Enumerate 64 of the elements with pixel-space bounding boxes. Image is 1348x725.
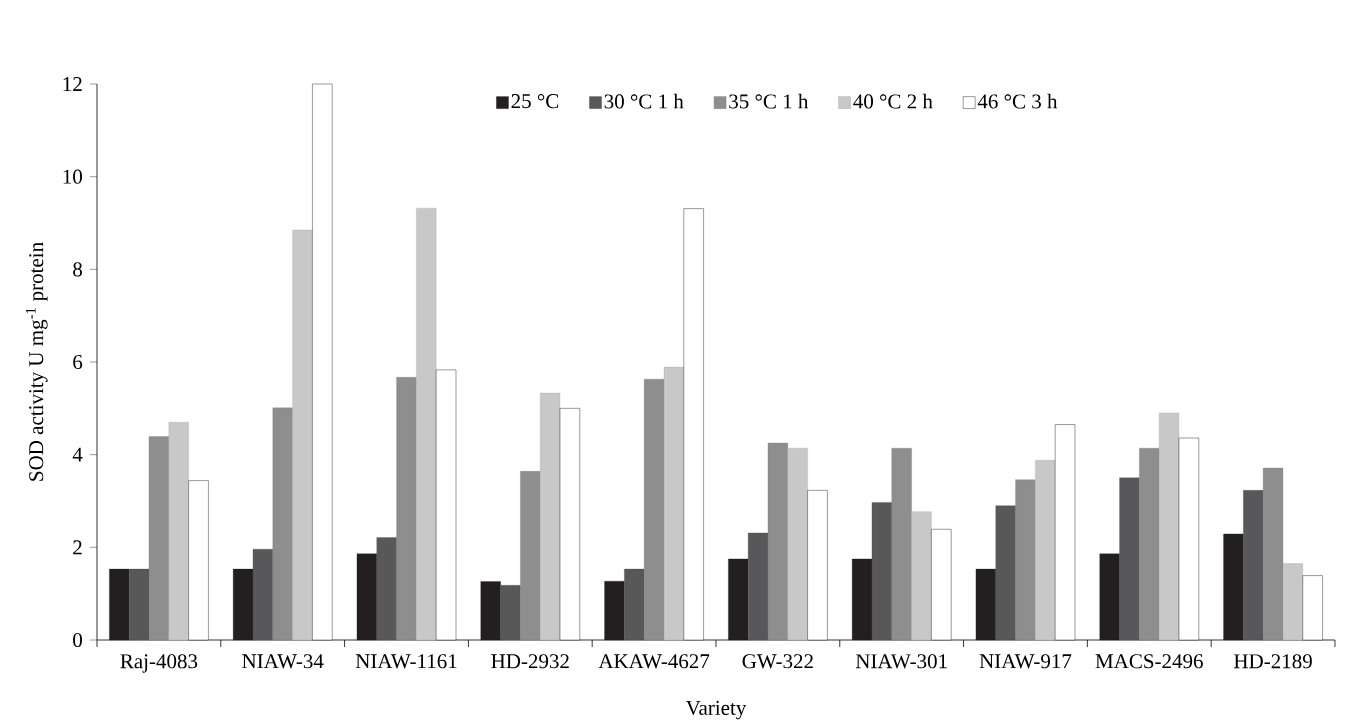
x-tick-label: NIAW-917: [979, 654, 1072, 669]
y-tick-label: 8: [73, 262, 83, 277]
bar: [1243, 490, 1264, 641]
bar: [1035, 460, 1056, 641]
bar: [663, 366, 684, 641]
bar: [540, 392, 561, 641]
bar: [975, 568, 996, 641]
y-tick-label: 2: [73, 540, 82, 555]
legend-label: 35 °C 1 h: [729, 93, 809, 109]
bar: [109, 568, 130, 641]
x-tick-label: NIAW-301: [855, 654, 947, 669]
y-tick-label: 0: [73, 632, 83, 648]
bar: [520, 471, 541, 641]
bar: [252, 549, 273, 641]
legend-label: 40 °C 2 h: [853, 93, 933, 109]
bar: [1223, 533, 1244, 641]
bar: [728, 558, 749, 641]
bar: [129, 568, 150, 641]
y-axis-title: SOD activity U mg$^{-1}$ protein: [25, 242, 48, 481]
bar: [1015, 479, 1036, 641]
bar: [767, 442, 788, 641]
bar: [852, 558, 873, 641]
y-tick-label: 10: [63, 169, 83, 184]
bar: [1139, 448, 1160, 641]
x-tick-label: AKAW-4627: [598, 654, 710, 669]
bar: [272, 407, 293, 641]
y-tick-label: 12: [63, 77, 82, 91]
bar: [416, 208, 437, 641]
bar: [624, 568, 645, 641]
bar: [480, 581, 501, 641]
bar: [1119, 477, 1140, 641]
bar: [644, 378, 665, 641]
bar: [995, 505, 1016, 641]
y-tick-label: 4: [72, 447, 83, 462]
x-tick-label: MACS-2496: [1095, 654, 1203, 669]
x-tick-label: NIAW-34: [242, 654, 324, 669]
bar: [748, 532, 769, 641]
bar: [1159, 412, 1180, 641]
bar: [168, 422, 189, 641]
bar: [604, 581, 625, 641]
legend-label: 25 °C: [511, 94, 559, 109]
x-tick-label: HD-2189: [1234, 654, 1312, 669]
bar: [396, 377, 417, 641]
x-axis-title: Variety: [685, 700, 747, 720]
legend-label: 46 °C 3 h: [977, 93, 1058, 109]
bar: [1282, 563, 1303, 641]
bar: [911, 511, 932, 641]
bar: [1263, 467, 1284, 641]
bar: [871, 502, 892, 641]
bar: [1099, 553, 1120, 641]
bar: [500, 585, 521, 641]
x-tick-label: GW-322: [742, 654, 813, 669]
bar: [376, 537, 397, 641]
y-tick-label: 6: [73, 354, 83, 370]
bar: [233, 568, 254, 641]
legend-label: 30 °C 1 h: [604, 93, 684, 109]
x-tick-label: HD-2932: [491, 654, 569, 669]
x-tick-label: Raj-4083: [120, 654, 198, 673]
bar: [787, 448, 808, 641]
bar: [148, 436, 169, 641]
bar: [356, 553, 377, 641]
bar: [292, 229, 313, 641]
x-tick-label: NIAW-1161: [355, 654, 457, 669]
bar: [891, 448, 912, 641]
